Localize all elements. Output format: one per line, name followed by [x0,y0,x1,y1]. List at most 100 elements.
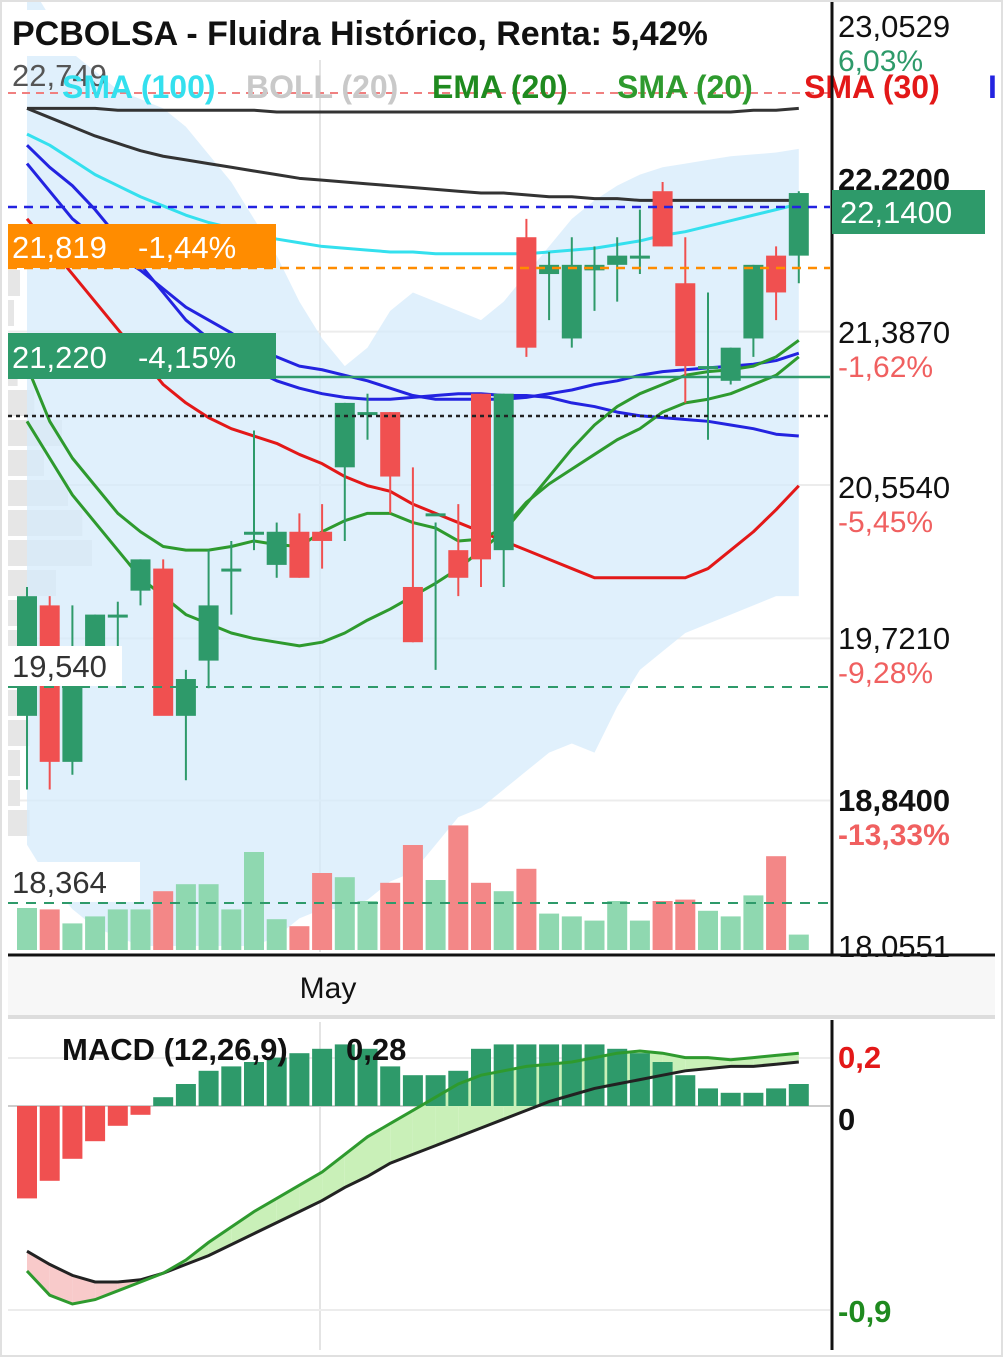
candle [62,605,83,775]
macd-fill-segment [685,1057,708,1071]
candle-body [766,255,787,293]
macd-fill-segment [72,1275,96,1304]
green-level-pct: -4,15% [138,340,236,375]
candle [334,402,355,541]
macd-histogram-bar [584,1044,605,1106]
price-tick-pct: -13,33% [838,819,950,852]
macd-main-line [25,1049,799,1306]
macd-histogram-bar [130,1106,151,1115]
candle [516,218,537,357]
volume-profile-bar [8,810,30,836]
green-level-value: 21,220 [12,340,107,375]
candle-body [698,366,718,370]
candle-body [221,568,242,572]
green-level-tag [8,333,276,379]
low1-value: 19,540 [12,649,107,684]
candle-body [561,264,582,339]
panel-divider [8,1015,995,1019]
candle-body [425,513,446,517]
volume-bar [720,916,741,950]
candle [402,467,423,643]
candle [266,522,287,578]
candle-body [175,679,196,716]
macd-fill-segment [367,1123,391,1177]
volume-bar [698,910,718,950]
low1-tag [8,646,122,686]
candle [493,393,514,587]
low2-tag [8,862,140,902]
volume-bar [221,909,242,950]
macd-histogram-bar [244,1062,264,1106]
macd-histogram-bar [221,1066,242,1106]
volume-bar [493,891,514,950]
volume-bar [198,884,219,950]
legend-entry: I [988,69,997,105]
macd-histogram-bar [17,1106,37,1199]
candle-body [471,393,491,560]
volume-bar [39,909,60,950]
volume-bar [380,882,401,950]
volume-bar [107,909,128,950]
candle [561,237,582,348]
low2-value: 18,364 [12,865,107,900]
candle [221,540,242,615]
candle-body [357,412,378,416]
blue-sma-line [25,162,800,401]
candle-body [516,237,537,348]
price-tick-label: 23,0529 [838,9,950,44]
volume-bar [584,920,605,950]
volume-bar [130,909,151,950]
candle [153,559,174,716]
candle-body [675,283,696,367]
volume-bar [402,845,423,950]
candle [380,412,401,514]
macd-fill-segment [344,1136,368,1188]
candle [289,513,310,578]
orange-level-tag [8,224,276,268]
macd-histogram-bar [312,1048,333,1106]
macd-histogram-bar [198,1070,219,1106]
price-axis: 23,05296,03%22,220021,3870-1,62%20,5540-… [838,9,950,964]
candle-body [743,264,764,339]
candle-body [402,586,423,643]
candle-body [244,531,264,535]
volume-bar [607,901,628,950]
macd-histogram-bar [62,1106,83,1159]
volume-bar [629,920,650,950]
macd-histogram [17,1044,809,1199]
orange-level-value: 21,819 [12,230,107,265]
candle-body [539,264,560,275]
candle-body [334,402,355,468]
macd-histogram-bar [266,1057,287,1106]
candle-body [629,255,650,259]
price-tick-label: 18,8400 [838,783,950,818]
candle-body [198,605,219,661]
macd-histogram-bar [743,1092,764,1106]
candle [629,209,650,275]
candle [244,430,264,551]
volume-bar [62,923,83,950]
volume-bar [17,908,37,950]
price-tick-pct: 6,03% [838,45,923,78]
volume-bar [561,916,582,950]
macd-histogram-bar [425,1075,446,1106]
volume-bar [289,926,310,950]
macd-histogram-bar [153,1097,174,1106]
candle-body [107,614,128,618]
candle-body [584,264,605,271]
macd-fill-segment [412,1097,436,1155]
macd-fill-segment [390,1110,413,1164]
candle [607,237,628,302]
volume-bar [448,825,469,950]
candle [584,246,605,311]
macd-histogram-bar [516,1044,537,1106]
upper-black-ma-line [27,106,799,114]
candle-body [266,531,287,565]
candle [766,246,787,321]
volume-bar [766,856,787,950]
candle [720,347,741,385]
macd-histogram-bar [39,1106,60,1181]
macd-lines [25,1049,799,1306]
candle-body [312,531,333,541]
